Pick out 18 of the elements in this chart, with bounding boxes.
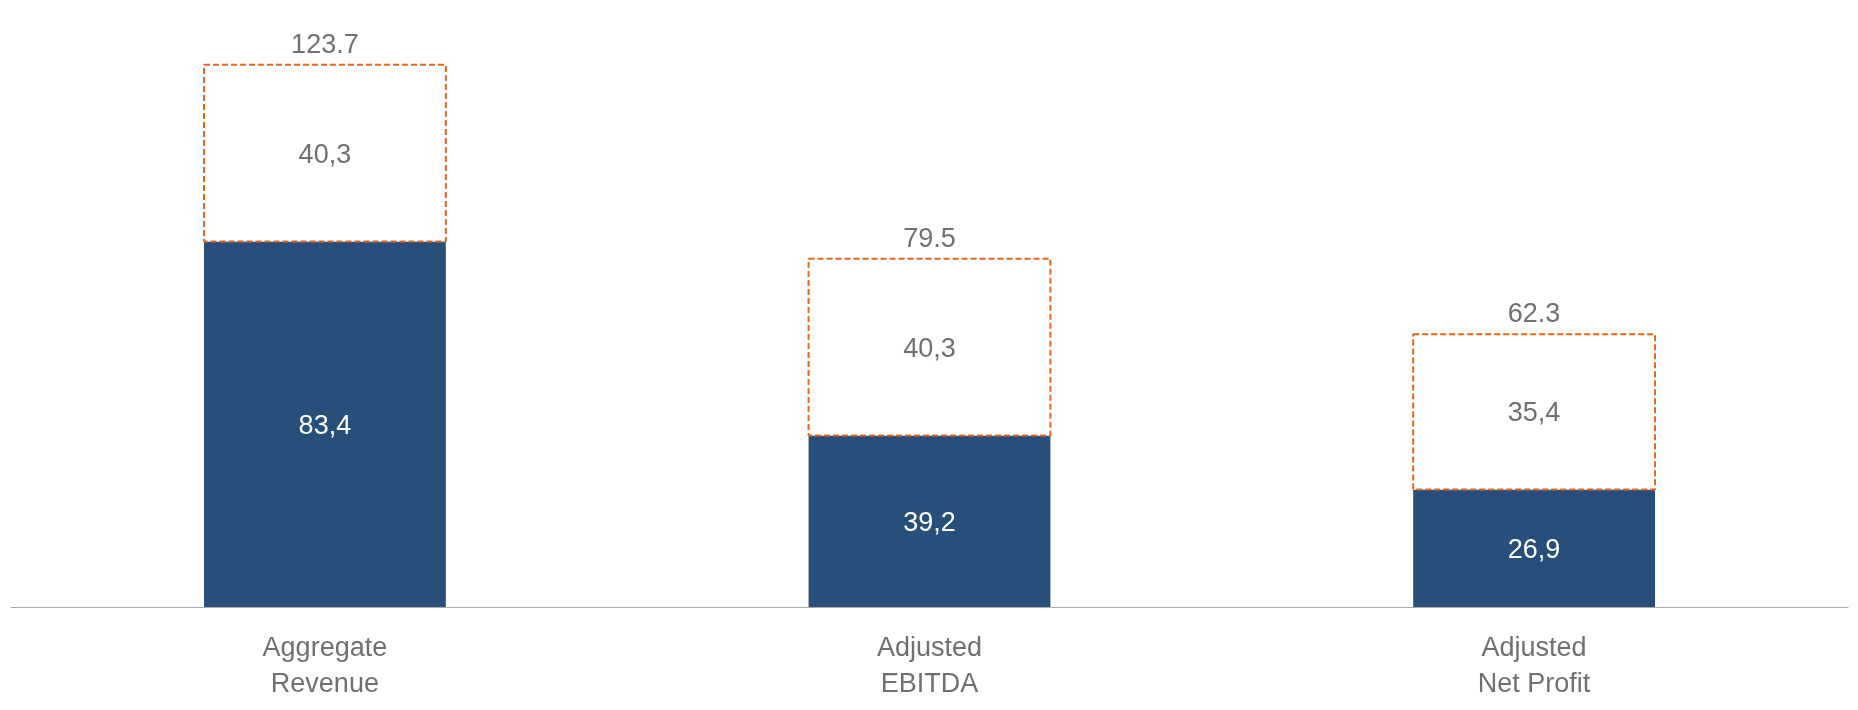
bar xyxy=(202,63,447,243)
bar xyxy=(1413,489,1656,608)
total-label: 123.7 xyxy=(291,28,359,59)
x-tick-label: Adjusted Net Profit xyxy=(1477,631,1591,698)
bar xyxy=(1412,333,1657,491)
data-label: 83,4 xyxy=(298,410,352,441)
total-label: 62.3 xyxy=(1507,298,1561,329)
data-label: 40,3 xyxy=(298,138,352,169)
total-label: 79.5 xyxy=(903,222,956,253)
bar xyxy=(807,257,1052,437)
bar xyxy=(808,435,1051,608)
data-label: 26,9 xyxy=(1507,533,1561,564)
bar xyxy=(203,241,446,608)
data-label: 39,2 xyxy=(903,507,956,538)
x-tick-label: Aggregate Revenue xyxy=(262,631,388,698)
data-label: 40,3 xyxy=(903,332,956,363)
x-tick-label: Adjusted EBITDA xyxy=(876,631,983,698)
data-label: 35,4 xyxy=(1507,397,1561,428)
